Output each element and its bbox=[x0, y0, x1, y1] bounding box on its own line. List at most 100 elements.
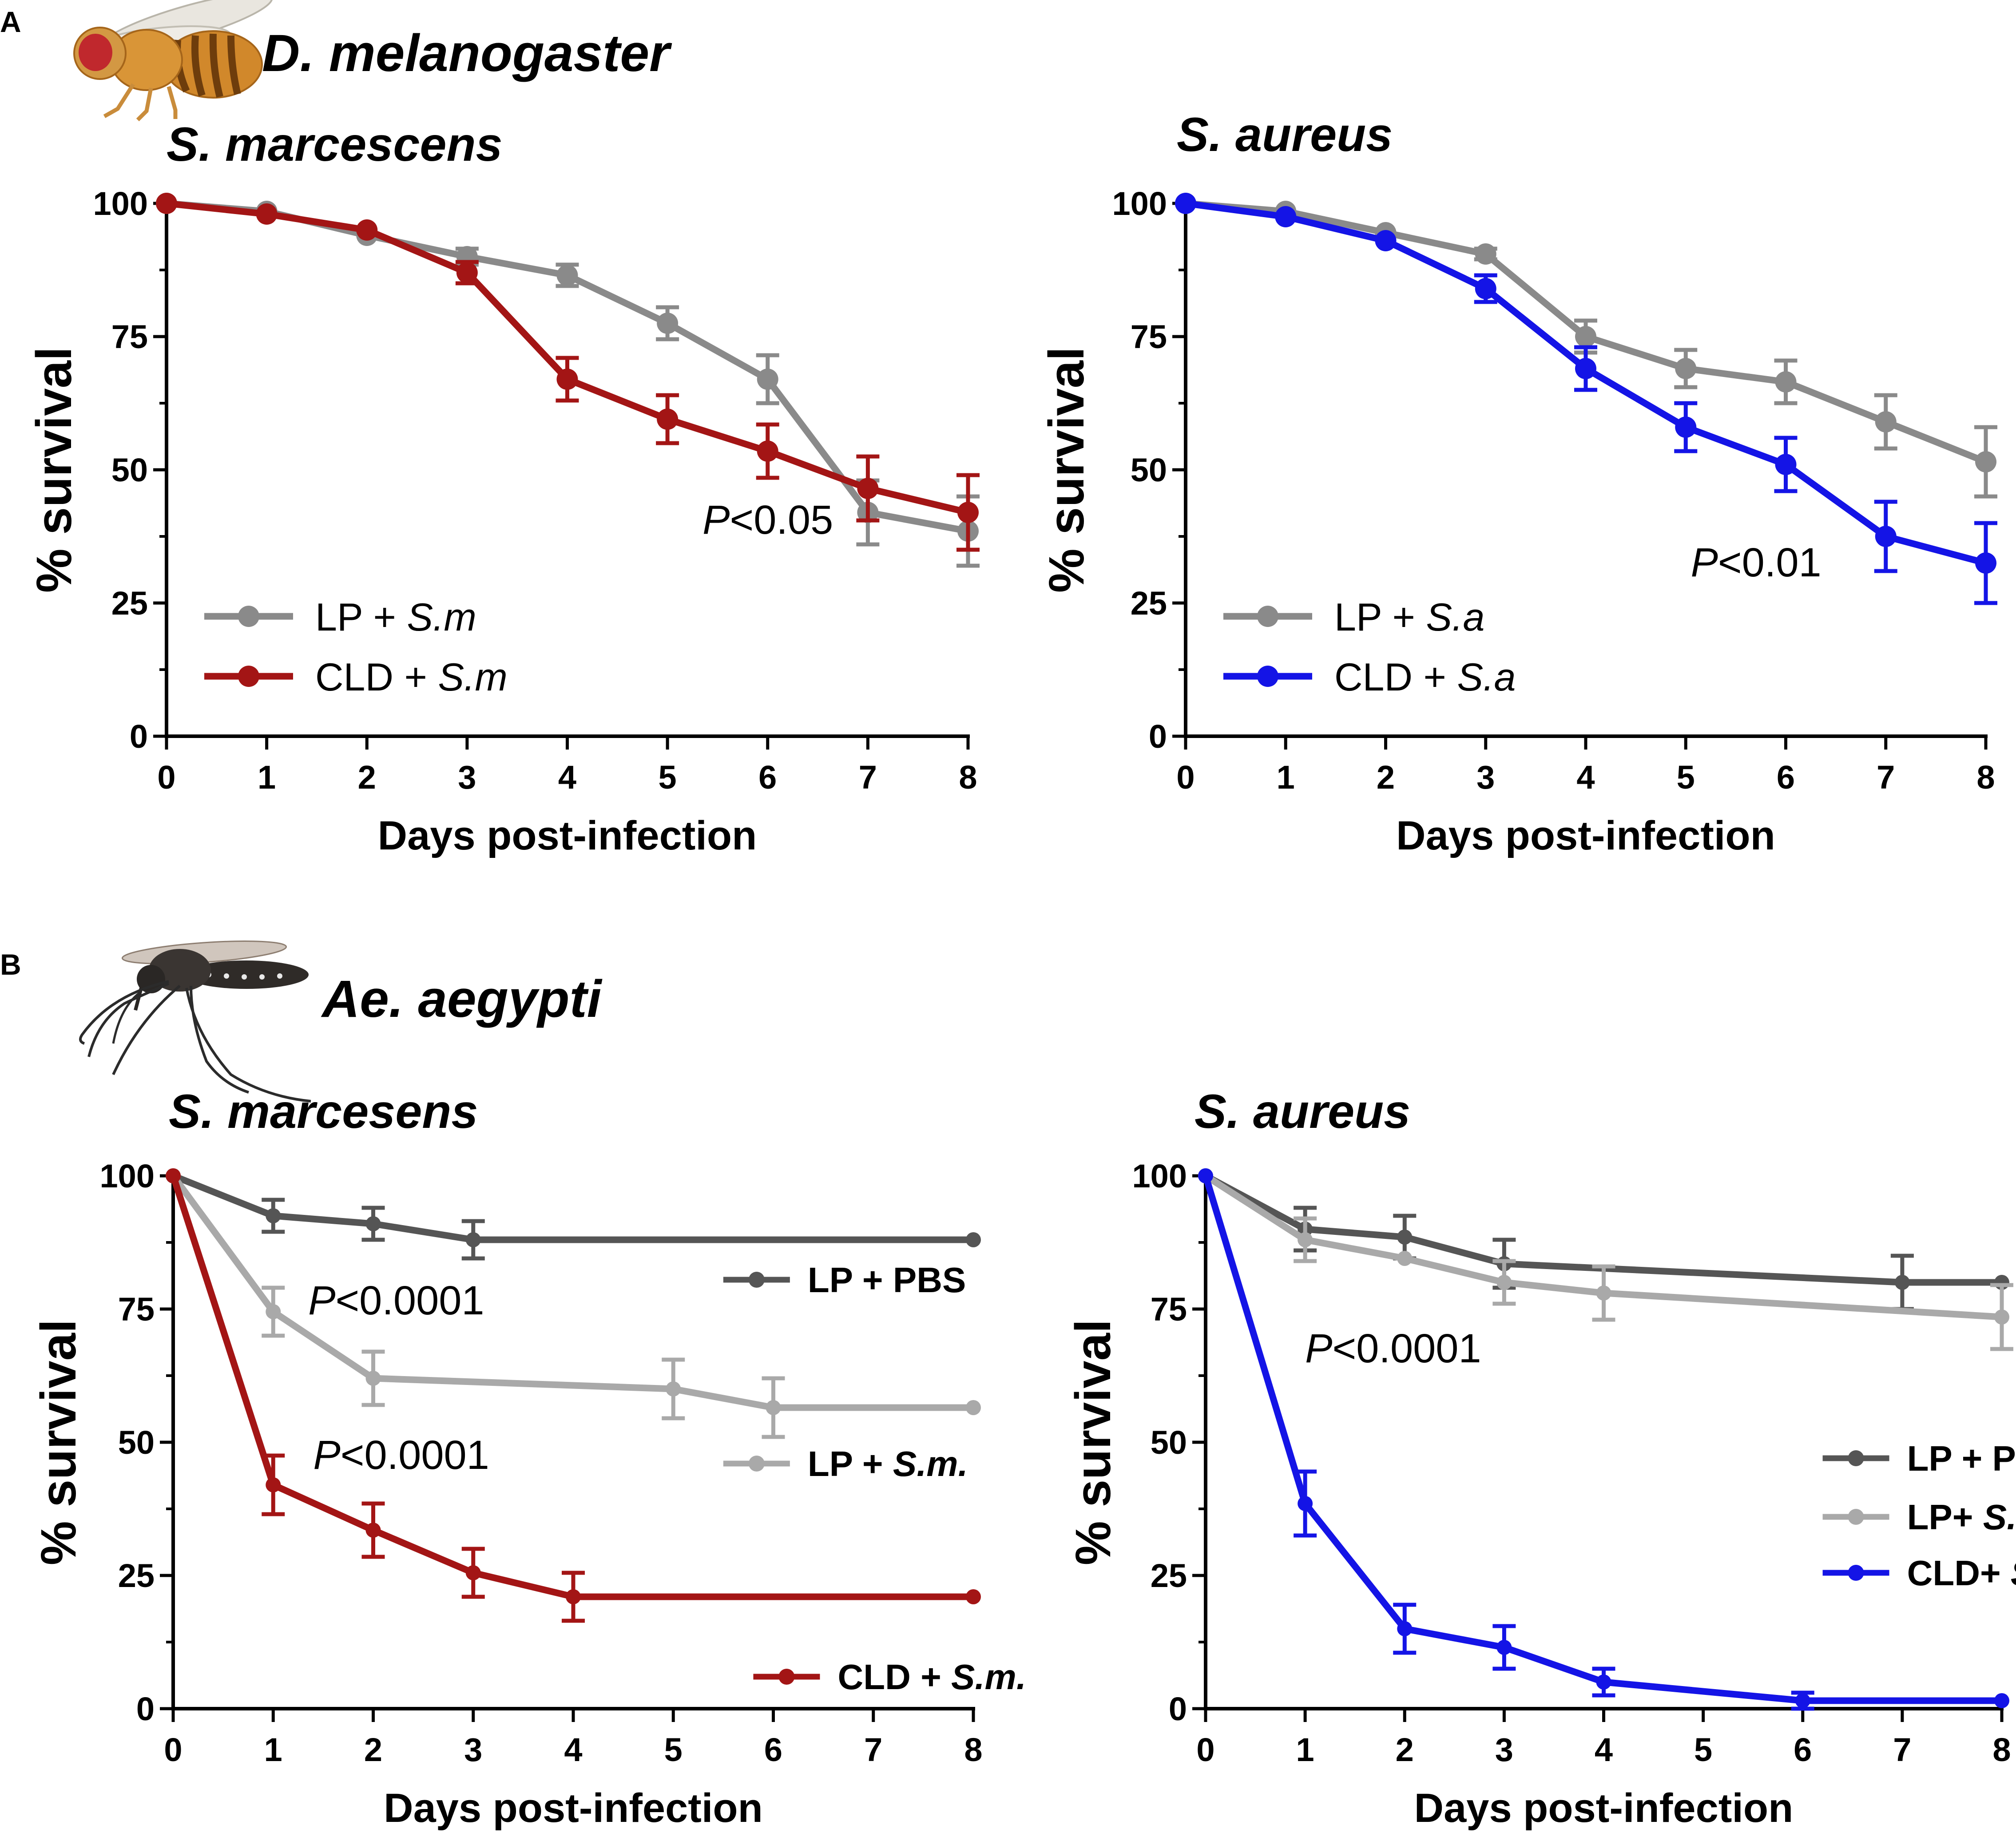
data-point bbox=[1298, 1496, 1313, 1511]
x-tick-label: 2 bbox=[1377, 759, 1395, 796]
series-line bbox=[1203, 1173, 2002, 1321]
x-tick-label: 4 bbox=[558, 759, 576, 796]
x-tick-label: 0 bbox=[1176, 759, 1195, 796]
data-point bbox=[1475, 278, 1496, 299]
x-tick-label: 7 bbox=[1893, 1731, 1911, 1768]
data-point bbox=[766, 1400, 781, 1415]
data-point bbox=[1397, 1230, 1413, 1245]
data-point bbox=[1875, 526, 1897, 547]
data-point bbox=[1475, 243, 1496, 265]
panel-a-letter: A bbox=[0, 5, 21, 38]
chart-title: S. marcescens bbox=[167, 117, 503, 171]
legend-label: LP + PBS bbox=[808, 1260, 966, 1300]
series-line bbox=[170, 1174, 973, 1600]
data-point bbox=[166, 1168, 181, 1183]
x-tick-label: 6 bbox=[1794, 1731, 1812, 1768]
data-point bbox=[365, 1371, 381, 1386]
y-tick-label: 50 bbox=[1131, 452, 1167, 488]
legend: LP + PBS LP+ S.a. CLD+ S.a. bbox=[1822, 1439, 2016, 1593]
series-2 bbox=[166, 1168, 981, 1623]
x-tick-label: 7 bbox=[859, 759, 877, 796]
legend-label: LP + S.m bbox=[315, 595, 476, 639]
x-tick-label: 8 bbox=[959, 759, 977, 796]
data-point bbox=[456, 262, 478, 283]
legend: LP + PBS LP + S.m. CLD + S.m. bbox=[723, 1260, 1026, 1697]
x-tick-label: 5 bbox=[1694, 1731, 1712, 1768]
legend-label: LP+ S.a. bbox=[1907, 1497, 2016, 1537]
x-tick-label: 5 bbox=[659, 759, 677, 796]
x-tick-label: 3 bbox=[458, 759, 476, 796]
data-point bbox=[356, 219, 378, 241]
y-axis-label: % survival bbox=[1065, 1319, 1121, 1565]
panel-b-letter: B bbox=[0, 948, 21, 981]
p-value-annotation: P<0.0001 bbox=[308, 1278, 484, 1323]
data-point bbox=[1175, 193, 1196, 214]
x-tick-label: 3 bbox=[1495, 1731, 1513, 1768]
organism-b-title: Ae. aegypti bbox=[321, 970, 603, 1028]
legend-marker bbox=[238, 666, 259, 687]
legend-marker bbox=[1257, 666, 1278, 687]
data-point bbox=[657, 409, 679, 430]
legend-label: CLD+ S.a. bbox=[1907, 1553, 2016, 1593]
p-value-annotation: P<0.05 bbox=[702, 497, 833, 543]
x-tick-label: 8 bbox=[1976, 759, 1995, 796]
x-tick-label: 2 bbox=[364, 1731, 382, 1768]
data-point bbox=[1795, 1693, 1810, 1708]
chart-title: S. marcesens bbox=[169, 1084, 478, 1138]
data-point bbox=[1894, 1275, 1910, 1290]
data-point bbox=[1994, 1693, 2009, 1708]
x-tick-label: 2 bbox=[358, 759, 376, 796]
legend-marker bbox=[748, 1456, 765, 1472]
p-value-annotation: P<0.01 bbox=[1691, 540, 1822, 585]
data-point bbox=[857, 478, 879, 499]
x-tick-label: 2 bbox=[1396, 1731, 1414, 1768]
data-point bbox=[156, 193, 177, 214]
x-tick-label: 0 bbox=[1196, 1731, 1214, 1768]
x-tick-label: 4 bbox=[1576, 759, 1595, 796]
y-tick-label: 25 bbox=[118, 1557, 155, 1594]
series-1 bbox=[1198, 1168, 2013, 1351]
data-point bbox=[1975, 552, 1996, 574]
data-point bbox=[957, 502, 979, 523]
series-1 bbox=[1175, 193, 1997, 605]
data-point bbox=[1775, 371, 1797, 393]
y-tick-label: 50 bbox=[118, 1424, 155, 1461]
data-point bbox=[666, 1381, 681, 1397]
data-point bbox=[1994, 1309, 2009, 1325]
x-axis-label: Days post-infection bbox=[384, 1785, 763, 1831]
data-point bbox=[1397, 1621, 1413, 1636]
y-tick-label: 50 bbox=[1151, 1424, 1187, 1461]
legend: LP + S.a CLD + S.a bbox=[1223, 595, 1516, 699]
y-tick-label: 25 bbox=[1131, 585, 1167, 622]
p-value-annotation: P<0.0001 bbox=[1305, 1326, 1481, 1371]
legend: LP + S.m CLD + S.m bbox=[204, 595, 508, 699]
data-point bbox=[757, 369, 778, 390]
data-point bbox=[1298, 1232, 1313, 1247]
y-tick-label: 50 bbox=[111, 452, 148, 488]
x-tick-label: 7 bbox=[864, 1731, 882, 1768]
data-point bbox=[757, 440, 778, 462]
x-tick-label: 1 bbox=[258, 759, 276, 796]
data-point bbox=[556, 369, 578, 390]
legend-marker bbox=[1848, 1565, 1864, 1581]
data-point bbox=[1596, 1286, 1611, 1301]
x-axis-label: Days post-infection bbox=[1396, 813, 1775, 858]
x-tick-label: 3 bbox=[464, 1731, 482, 1768]
data-point bbox=[966, 1589, 981, 1604]
data-point bbox=[1575, 358, 1596, 379]
y-tick-label: 25 bbox=[1151, 1557, 1187, 1594]
chart-a-left-s-marcescens: S. marcescens 0 25 50 75 100 0 1 2 3 4 5 6 7 8 Days pos… bbox=[26, 117, 980, 858]
legend-label: LP + PBS bbox=[1907, 1439, 2016, 1478]
y-tick-label: 0 bbox=[136, 1690, 155, 1727]
legend-marker bbox=[1848, 1450, 1864, 1466]
legend-marker bbox=[1257, 606, 1278, 627]
legend-label: CLD + S.m. bbox=[837, 1657, 1026, 1697]
y-tick-label: 100 bbox=[1132, 1158, 1187, 1194]
data-point bbox=[1375, 230, 1397, 251]
organism-a-title: D. melanogaster bbox=[262, 24, 672, 83]
series-line bbox=[1204, 1173, 2002, 1286]
series-1 bbox=[166, 1168, 981, 1439]
data-point bbox=[365, 1216, 381, 1231]
x-tick-label: 8 bbox=[1992, 1731, 2011, 1768]
legend-label: LP + S.m. bbox=[808, 1444, 968, 1484]
